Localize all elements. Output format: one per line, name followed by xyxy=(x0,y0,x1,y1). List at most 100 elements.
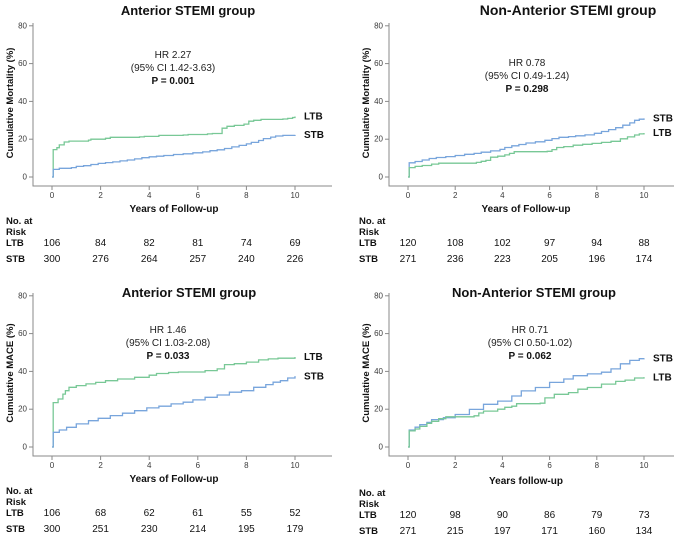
risk-count-stb-year4: 264 xyxy=(141,254,158,265)
x-tick-label: 0 xyxy=(406,461,411,470)
x-tick-label: 6 xyxy=(547,191,552,200)
risk-header-line1: No. at xyxy=(6,216,33,227)
risk-count-stb-year2: 276 xyxy=(92,254,109,265)
risk-count-stb-year8: 195 xyxy=(238,524,255,535)
risk-count-stb-year10: 226 xyxy=(287,254,304,265)
x-tick-label: 10 xyxy=(291,461,300,470)
risk-header-line1: No. at xyxy=(359,488,386,499)
y-tick-label: 0 xyxy=(379,443,384,452)
risk-header-line2: Risk xyxy=(359,227,380,238)
risk-row-label-ltb: LTB xyxy=(359,510,377,521)
y-tick-label: 60 xyxy=(374,59,383,68)
ci-annotation: (95% CI 0.49-1.24) xyxy=(485,71,570,82)
risk-count-stb-year0: 271 xyxy=(400,254,417,265)
y-axis-label: Cumulative MACE (%) xyxy=(5,323,16,422)
risk-count-ltb-year2: 98 xyxy=(450,510,462,521)
survival-plot-nonanterior-mortality: Non-Anterior STEMI group Cumulative Mort… xyxy=(359,2,674,265)
risk-header-line2: Risk xyxy=(359,499,380,510)
survival-curve-ltb xyxy=(52,357,296,448)
plot-axes xyxy=(388,23,674,187)
y-tick-label: 40 xyxy=(18,97,27,106)
x-tick-label: 2 xyxy=(453,461,458,470)
p-value-annotation: P = 0.062 xyxy=(509,351,552,362)
risk-count-ltb-year4: 102 xyxy=(494,238,511,249)
panel-title: Anterior STEMI group xyxy=(122,285,256,300)
x-axis-label: Years of Follow-up xyxy=(482,204,571,215)
curve-label-stb: STB xyxy=(653,114,673,125)
x-tick-label: 0 xyxy=(406,191,411,200)
risk-count-ltb-year8: 74 xyxy=(241,238,253,249)
x-tick-label: 4 xyxy=(500,461,505,470)
x-tick-label: 8 xyxy=(595,191,600,200)
y-tick-label: 0 xyxy=(23,173,28,182)
y-tick-label: 20 xyxy=(374,405,383,414)
hr-annotation: HR 0.78 xyxy=(509,58,546,69)
risk-count-ltb-year8: 79 xyxy=(591,510,603,521)
risk-count-ltb-year6: 61 xyxy=(192,508,204,519)
risk-count-stb-year6: 257 xyxy=(189,254,206,265)
y-tick-label: 0 xyxy=(379,173,384,182)
plot-axes xyxy=(388,293,674,457)
x-tick-label: 6 xyxy=(547,461,552,470)
curve-label-stb: STB xyxy=(653,353,673,364)
risk-count-stb-year10: 179 xyxy=(287,524,304,535)
curve-label-stb: STB xyxy=(304,371,324,382)
risk-row-label-ltb: LTB xyxy=(359,238,377,249)
survival-curve-stb xyxy=(408,358,645,448)
risk-count-stb-year0: 300 xyxy=(44,524,61,535)
risk-count-stb-year10: 134 xyxy=(636,526,653,537)
y-tick-label: 20 xyxy=(18,135,27,144)
y-tick-label: 60 xyxy=(18,59,27,68)
curve-label-ltb: LTB xyxy=(653,128,672,139)
risk-row-label-stb: STB xyxy=(359,254,378,265)
risk-count-stb-year10: 174 xyxy=(636,254,653,265)
ci-annotation: (95% CI 0.50-1.02) xyxy=(488,338,573,349)
risk-count-ltb-year6: 86 xyxy=(544,510,556,521)
risk-count-stb-year4: 223 xyxy=(494,254,511,265)
risk-count-ltb-year0: 120 xyxy=(400,510,417,521)
p-value-annotation: P = 0.298 xyxy=(506,84,549,95)
y-tick-label: 60 xyxy=(18,329,27,338)
y-tick-label: 80 xyxy=(374,291,383,300)
y-tick-label: 80 xyxy=(374,21,383,30)
y-tick-label: 40 xyxy=(374,367,383,376)
risk-row-label-stb: STB xyxy=(6,524,25,535)
y-tick-label: 20 xyxy=(374,135,383,144)
x-tick-label: 10 xyxy=(640,191,649,200)
risk-count-stb-year4: 230 xyxy=(141,524,158,535)
p-value-annotation: P = 0.001 xyxy=(152,76,195,87)
risk-count-ltb-year6: 97 xyxy=(544,238,556,249)
risk-count-stb-year4: 197 xyxy=(494,526,511,537)
survival-plot-anterior-mortality: Anterior STEMI group Cumulative Mortalit… xyxy=(5,3,332,265)
panel-title: Non-Anterior STEMI group xyxy=(452,285,616,300)
x-axis-label: Years of Follow-up xyxy=(130,474,219,485)
risk-count-stb-year8: 160 xyxy=(588,526,605,537)
risk-row-label-stb: STB xyxy=(359,526,378,537)
risk-count-ltb-year6: 81 xyxy=(192,238,204,249)
x-axis-label: Years follow-up xyxy=(489,476,563,487)
risk-header-line2: Risk xyxy=(6,227,27,238)
risk-count-ltb-year10: 88 xyxy=(638,238,650,249)
survival-curve-stb xyxy=(52,376,296,448)
risk-count-ltb-year0: 120 xyxy=(400,238,417,249)
risk-count-ltb-year4: 62 xyxy=(144,508,156,519)
x-tick-label: 8 xyxy=(244,461,249,470)
risk-count-stb-year2: 236 xyxy=(447,254,464,265)
risk-header-line1: No. at xyxy=(6,486,33,497)
y-tick-label: 0 xyxy=(23,443,28,452)
risk-count-stb-year2: 251 xyxy=(92,524,109,535)
hr-annotation: HR 0.71 xyxy=(512,325,549,336)
x-tick-label: 4 xyxy=(147,461,152,470)
risk-count-ltb-year10: 69 xyxy=(289,238,301,249)
x-tick-label: 6 xyxy=(196,191,201,200)
risk-count-stb-year2: 215 xyxy=(447,526,464,537)
risk-count-ltb-year10: 73 xyxy=(638,510,650,521)
y-axis-label: Cumulative MACE (%) xyxy=(361,323,372,422)
y-axis-label: Cumulative Mortality (%) xyxy=(5,48,16,159)
ci-annotation: (95% CI 1.03-2.08) xyxy=(126,338,211,349)
risk-count-stb-year0: 300 xyxy=(44,254,61,265)
plot-axes xyxy=(32,23,332,187)
panel-anterior-mace: Anterior STEMI group Cumulative MACE (%)… xyxy=(0,270,342,539)
panel-title: Non-Anterior STEMI group xyxy=(480,2,657,18)
risk-count-stb-year6: 205 xyxy=(541,254,558,265)
